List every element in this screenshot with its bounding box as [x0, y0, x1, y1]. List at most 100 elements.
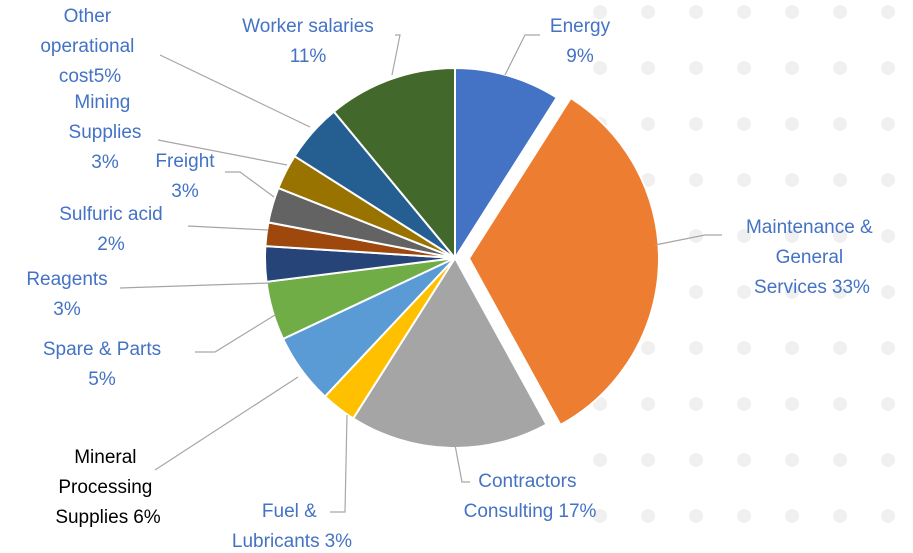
background-dot	[785, 5, 799, 19]
background-dot	[785, 397, 799, 411]
background-dot	[881, 61, 895, 75]
value-label: 9%	[566, 46, 594, 67]
value-label: 17%	[558, 501, 596, 522]
leader-line	[454, 444, 470, 483]
leader-line	[391, 34, 401, 76]
background-dot	[833, 173, 847, 187]
background-dot	[833, 397, 847, 411]
slice-label: Sulfuric acid	[59, 204, 163, 225]
value-label: 3%	[171, 181, 199, 202]
slice-label: Reagents	[26, 269, 107, 290]
background-dot	[881, 229, 895, 243]
pie-slice	[454, 66, 559, 262]
leader-line	[225, 171, 275, 198]
background-dot	[833, 285, 847, 299]
slice-label: Mineral Processing Supplies	[55, 447, 157, 528]
leader-line	[504, 34, 540, 76]
background-dot	[737, 453, 751, 467]
background-dot	[833, 509, 847, 523]
background-dot	[737, 509, 751, 523]
background-dot	[881, 453, 895, 467]
slice-label: Contractors Consulting	[464, 471, 582, 522]
background-dot	[593, 61, 607, 75]
value-label: 5%	[94, 66, 122, 87]
leader-line	[330, 414, 348, 513]
slice-label: Energy	[550, 16, 611, 37]
background-dot	[737, 61, 751, 75]
background-dot	[689, 285, 703, 299]
leader-line	[654, 234, 722, 246]
slice-label: Freight	[155, 151, 215, 172]
leader-line	[159, 54, 311, 128]
slice-label: Maintenance & General Services	[746, 217, 878, 298]
background-dot	[785, 229, 799, 243]
slice-label: Other operational cost	[40, 6, 139, 87]
background-dot	[881, 5, 895, 19]
background-dot	[833, 229, 847, 243]
background-dot	[737, 397, 751, 411]
background-dot	[593, 453, 607, 467]
background-dot	[737, 117, 751, 131]
background-dot	[785, 285, 799, 299]
background-dot	[833, 453, 847, 467]
background-dot	[833, 341, 847, 355]
leader-line	[119, 282, 271, 289]
background-dot	[641, 341, 655, 355]
value-label: 3%	[91, 152, 119, 173]
background-dot	[641, 5, 655, 19]
background-dot	[881, 397, 895, 411]
background-dot	[881, 341, 895, 355]
value-label: 5%	[88, 369, 116, 390]
background-dot	[689, 229, 703, 243]
background-dot	[785, 509, 799, 523]
leader-line	[187, 225, 269, 231]
background-dot	[737, 229, 751, 243]
background-dot	[641, 509, 655, 523]
background-dot	[881, 285, 895, 299]
leader-line	[157, 139, 288, 166]
background-dot	[689, 173, 703, 187]
background-dot	[833, 117, 847, 131]
background-dot	[785, 453, 799, 467]
slice-label: Spare & Parts	[43, 339, 161, 360]
background-dot	[593, 509, 607, 523]
background-dot	[689, 117, 703, 131]
value-label: 6%	[133, 507, 161, 528]
background-dot	[641, 117, 655, 131]
background-dot	[737, 341, 751, 355]
value-label: 3%	[325, 531, 353, 552]
pie-slice	[351, 256, 548, 449]
background-dot	[689, 341, 703, 355]
value-label: 33%	[832, 277, 870, 298]
background-dot	[689, 509, 703, 523]
background-dot	[785, 341, 799, 355]
background-dot	[833, 61, 847, 75]
background-dot	[785, 61, 799, 75]
background-dot	[689, 5, 703, 19]
background-dot	[641, 453, 655, 467]
slice-label: Mining Supplies	[69, 92, 142, 143]
background-dot	[689, 397, 703, 411]
background-dot	[593, 5, 607, 19]
slice-label: Worker salaries	[242, 16, 374, 37]
background-dot	[737, 173, 751, 187]
background-dot	[833, 5, 847, 19]
background-dot	[689, 453, 703, 467]
background-dot	[641, 61, 655, 75]
background-dot	[737, 285, 751, 299]
leader-line	[195, 314, 276, 353]
value-label: 2%	[97, 234, 125, 255]
background-dot	[737, 5, 751, 19]
background-dot	[881, 173, 895, 187]
leader-line	[154, 376, 299, 471]
pie-slice	[467, 96, 660, 427]
background-dot	[689, 61, 703, 75]
pie-slice	[332, 66, 456, 261]
background-dot	[641, 397, 655, 411]
background-dot	[785, 173, 799, 187]
value-label: 11%	[290, 46, 327, 67]
value-label: 3%	[53, 299, 81, 320]
background-dot	[881, 117, 895, 131]
background-dot	[785, 117, 799, 131]
